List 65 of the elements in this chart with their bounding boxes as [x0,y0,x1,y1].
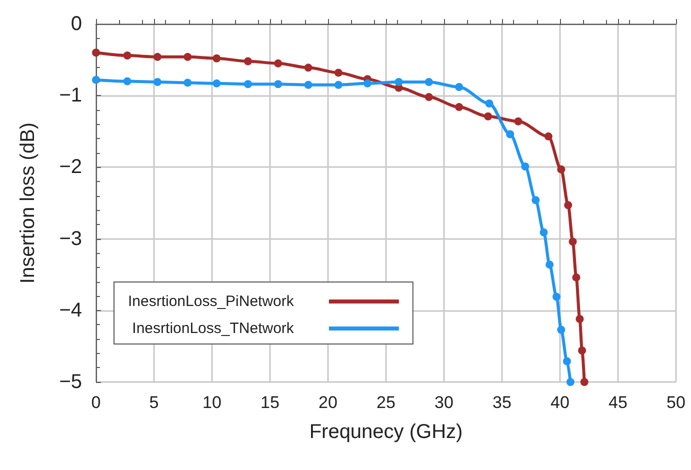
point [521,162,530,170]
point [532,196,540,204]
point [123,52,132,60]
point [485,99,494,108]
x-tick-label: 40 [550,393,570,412]
point [562,357,571,366]
point [153,78,162,86]
point [514,117,522,126]
point [274,80,282,88]
point [484,112,492,120]
point [92,76,100,84]
x-tick-label: 25 [376,393,396,412]
point [455,83,464,92]
point [304,80,312,89]
x-tick-label: 45 [608,393,628,412]
point [123,77,132,86]
point [304,64,312,72]
point [153,52,162,61]
point [455,103,464,112]
y-axis-title: Insertion loss (dB) [17,122,39,284]
x-tick-label: 50 [666,393,686,412]
point [92,48,100,57]
point [540,228,548,236]
y-tick-label: −5 [59,371,82,393]
point [546,260,554,269]
x-tick-label: 35 [492,393,512,412]
point [184,52,192,61]
x-tick-label: 0 [91,393,101,412]
point [244,57,252,66]
point [557,165,566,174]
y-tick-label: −2 [59,156,82,178]
point [564,201,572,210]
x-tick-label: 5 [149,393,159,412]
y-tick-label: −1 [59,84,82,107]
point [576,314,584,323]
point [184,78,192,87]
x-tick-label: 10 [202,393,222,412]
point [566,378,574,386]
legend-label: InesrtionLoss_TNetwork [132,320,294,337]
point [274,59,282,68]
point [212,79,221,88]
legend-label: InesrtionLoss_PiNetwork [128,293,294,310]
x-tick-label: 20 [318,393,338,412]
point [424,93,433,102]
point [580,378,588,386]
point [394,78,403,86]
x-tick-label: 15 [260,393,280,412]
point [212,54,221,62]
point [544,132,552,140]
point [244,80,252,88]
y-tick-label: −3 [59,228,82,250]
point [572,273,580,282]
y-tick-label: −4 [59,299,82,322]
point [334,68,342,77]
point [424,78,433,86]
x-axis-title: Frequnecy (GHz) [309,421,463,443]
point [506,130,514,138]
point [557,326,566,334]
point [568,238,577,246]
y-tick-label: 0 [70,13,82,35]
point [363,79,372,88]
x-tick-label: 30 [434,393,454,412]
point [578,346,586,354]
point [552,292,561,301]
point [334,80,342,89]
